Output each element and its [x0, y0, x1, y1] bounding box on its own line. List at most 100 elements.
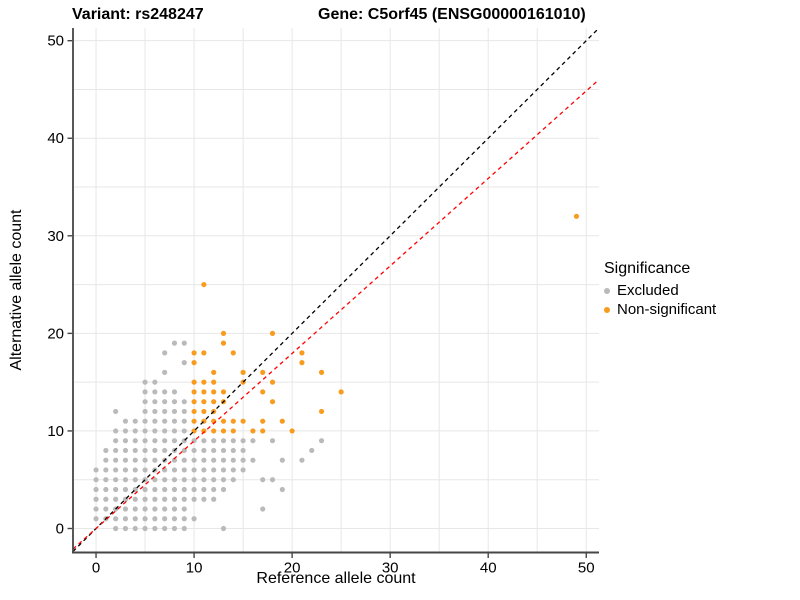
data-point-excluded	[181, 399, 187, 405]
data-point-non-significant	[191, 389, 197, 395]
data-point-excluded	[93, 467, 99, 473]
data-point-excluded	[181, 360, 187, 366]
data-point-excluded	[318, 438, 325, 444]
data-point-excluded	[103, 496, 109, 502]
data-point-excluded	[171, 457, 178, 463]
data-point-excluded	[152, 525, 158, 532]
data-point-excluded	[201, 438, 207, 444]
data-point-excluded	[152, 447, 158, 454]
data-point-excluded	[171, 399, 178, 405]
variant-title: Variant: rs248247	[72, 6, 204, 23]
data-point-excluded	[171, 496, 178, 502]
data-point-non-significant	[201, 428, 207, 434]
y-tick-label: 40	[47, 130, 64, 147]
data-point-non-significant	[211, 428, 217, 434]
data-point-non-significant	[220, 428, 227, 434]
data-point-non-significant	[260, 428, 266, 434]
legend-item-label: Excluded	[617, 282, 679, 299]
x-tick-label: 10	[186, 560, 203, 577]
data-point-excluded	[93, 477, 99, 483]
data-point-non-significant	[191, 408, 197, 415]
data-point-excluded	[220, 447, 227, 454]
data-point-non-significant	[250, 428, 256, 434]
data-point-excluded	[152, 399, 158, 405]
y-tick-label: 50	[47, 33, 64, 50]
data-point-excluded	[113, 408, 119, 415]
data-point-excluded	[162, 399, 168, 405]
data-point-non-significant	[191, 379, 197, 385]
data-point-non-significant	[211, 369, 217, 375]
data-point-excluded	[171, 438, 178, 444]
data-point-non-significant	[201, 408, 207, 415]
data-point-excluded	[132, 457, 138, 463]
data-point-excluded	[93, 506, 99, 512]
data-point-excluded	[181, 428, 187, 434]
data-point-excluded	[93, 516, 99, 522]
data-point-excluded	[279, 486, 285, 493]
data-point-excluded	[220, 477, 227, 483]
data-point-excluded	[211, 467, 217, 473]
data-point-excluded	[191, 457, 197, 463]
data-point-excluded	[279, 457, 285, 463]
data-point-excluded	[211, 496, 217, 502]
data-point-excluded	[240, 438, 246, 444]
data-point-excluded	[191, 486, 197, 493]
data-point-excluded	[230, 457, 236, 463]
data-point-excluded	[191, 447, 197, 454]
data-point-excluded	[220, 525, 227, 532]
data-point-excluded	[171, 516, 178, 522]
data-point-non-significant	[269, 399, 276, 405]
data-point-excluded	[181, 516, 187, 522]
data-point-excluded	[162, 525, 168, 532]
data-point-excluded	[103, 477, 109, 483]
data-point-excluded	[162, 389, 168, 395]
excluded-dot-icon	[604, 287, 610, 294]
y-tick-label: 0	[56, 520, 64, 537]
data-point-non-significant	[318, 369, 325, 375]
data-point-excluded	[240, 447, 246, 454]
data-point-excluded	[152, 486, 158, 493]
data-point-non-significant	[191, 350, 197, 356]
data-point-excluded	[113, 438, 119, 444]
data-point-non-significant	[338, 389, 344, 395]
data-point-non-significant	[201, 379, 207, 385]
data-point-excluded	[220, 486, 227, 493]
data-point-excluded	[260, 506, 266, 512]
data-point-excluded	[113, 428, 119, 434]
data-point-excluded	[269, 477, 276, 483]
data-point-excluded	[103, 467, 109, 473]
data-point-excluded	[142, 408, 148, 415]
data-point-excluded	[152, 506, 158, 512]
data-point-excluded	[142, 379, 148, 385]
data-point-excluded	[122, 457, 129, 463]
data-point-excluded	[162, 477, 168, 483]
data-point-excluded	[113, 496, 119, 502]
data-point-excluded	[142, 506, 148, 512]
data-point-excluded	[142, 389, 148, 395]
data-point-excluded	[201, 457, 207, 463]
legend-item-label: Non-significant	[617, 301, 717, 318]
data-point-excluded	[152, 457, 158, 463]
data-point-excluded	[113, 467, 119, 473]
data-point-non-significant	[260, 369, 266, 375]
data-point-non-significant	[191, 399, 197, 405]
data-point-excluded	[132, 467, 138, 473]
data-point-non-significant	[201, 350, 207, 356]
data-point-excluded	[103, 506, 109, 512]
data-point-non-significant	[201, 389, 207, 395]
data-point-non-significant	[230, 428, 236, 434]
data-point-non-significant	[211, 399, 217, 405]
data-point-excluded	[162, 516, 168, 522]
data-point-excluded	[152, 389, 158, 395]
data-point-excluded	[181, 408, 187, 415]
legend-item-nonsignificant: Non-significant	[604, 300, 716, 319]
data-point-excluded	[162, 350, 168, 356]
data-point-excluded	[142, 399, 148, 405]
data-point-excluded	[152, 428, 158, 434]
legend: Significance Excluded Non-significant	[604, 260, 716, 319]
data-point-excluded	[113, 447, 119, 454]
data-point-excluded	[181, 340, 187, 346]
data-point-excluded	[171, 408, 178, 415]
data-point-excluded	[152, 418, 158, 424]
data-point-non-significant	[191, 418, 197, 424]
